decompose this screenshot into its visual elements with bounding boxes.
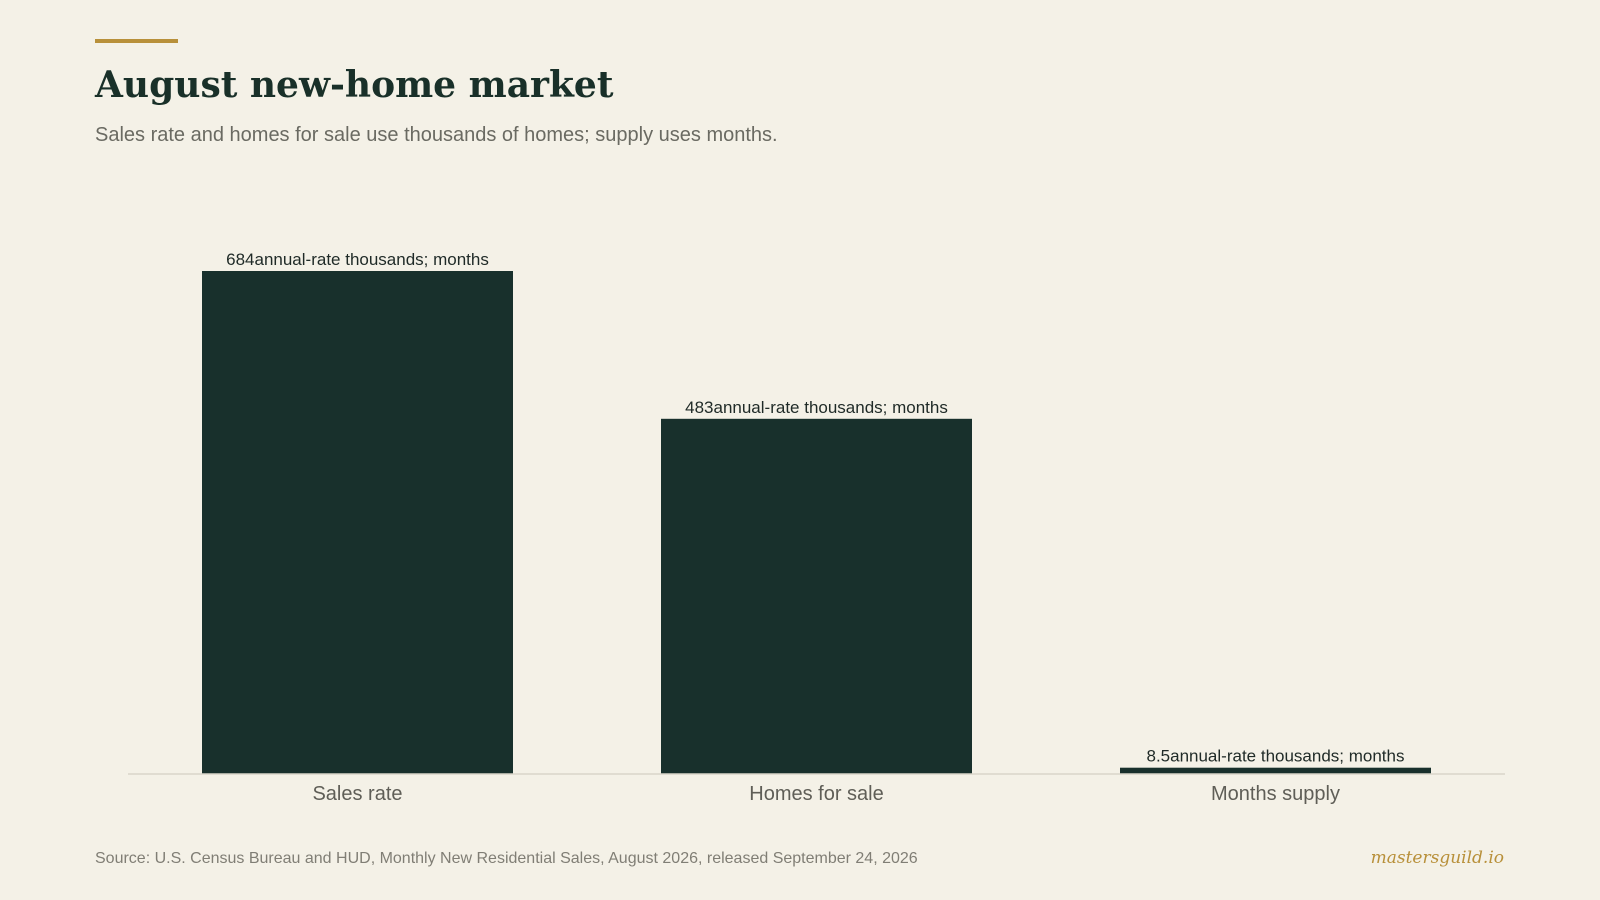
page-title: August new-home market (95, 64, 614, 106)
category-label: Months supply (1211, 783, 1340, 805)
value-label: 8.5annual-rate thousands; months (1146, 747, 1404, 766)
brand-link[interactable]: mastersguild.io (1370, 848, 1504, 868)
labels-layer: 684annual-rate thousands; months Sales ra… (226, 250, 1404, 805)
bar-homes-for-sale (661, 418, 972, 774)
bars-layer (202, 271, 1431, 774)
bar-months-supply (1120, 767, 1431, 774)
category-label: Homes for sale (749, 783, 884, 805)
source-note: Source: U.S. Census Bureau and HUD, Mont… (95, 850, 918, 867)
bar-sales-rate (202, 271, 513, 774)
accent-rule (95, 39, 178, 43)
value-label: 684annual-rate thousands; months (226, 250, 489, 269)
category-label: Sales rate (312, 783, 402, 805)
page-subtitle: Sales rate and homes for sale use thousa… (95, 124, 778, 146)
value-label: 483annual-rate thousands; months (685, 398, 948, 417)
